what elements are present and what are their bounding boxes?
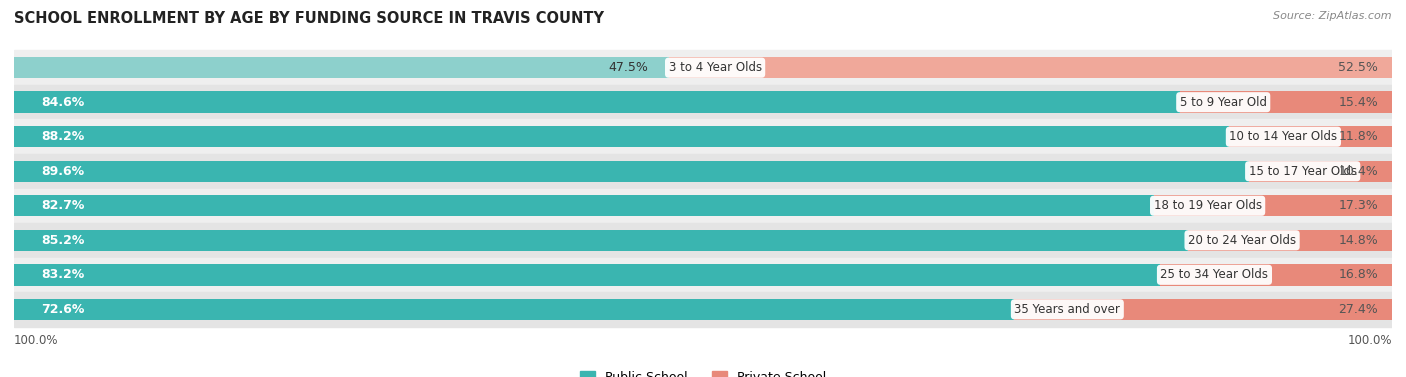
Bar [1188,230,1392,251]
Text: 14.8%: 14.8% [1339,234,1378,247]
Text: 15.4%: 15.4% [1339,96,1378,109]
Text: 72.6%: 72.6% [42,303,84,316]
Bar [14,92,1180,113]
Bar [1180,92,1392,113]
Text: 11.8%: 11.8% [1339,130,1378,143]
Text: 15 to 17 Year Olds: 15 to 17 Year Olds [1249,165,1357,178]
Text: 17.3%: 17.3% [1339,199,1378,212]
Text: 100.0%: 100.0% [1347,334,1392,347]
Bar [14,85,1392,120]
Text: 5 to 9 Year Old: 5 to 9 Year Old [1180,96,1267,109]
Text: 83.2%: 83.2% [42,268,84,281]
Bar [14,161,1249,182]
Bar [1014,299,1392,320]
Text: 16.8%: 16.8% [1339,268,1378,281]
Text: Source: ZipAtlas.com: Source: ZipAtlas.com [1274,11,1392,21]
Text: 88.2%: 88.2% [42,130,84,143]
Bar [14,188,1392,223]
Text: 35 Years and over: 35 Years and over [1014,303,1121,316]
Bar [14,51,1392,85]
Text: SCHOOL ENROLLMENT BY AGE BY FUNDING SOURCE IN TRAVIS COUNTY: SCHOOL ENROLLMENT BY AGE BY FUNDING SOUR… [14,11,605,26]
Text: 85.2%: 85.2% [42,234,84,247]
Text: 84.6%: 84.6% [42,96,84,109]
Bar [14,299,1014,320]
Bar [14,195,1153,216]
Bar [14,126,1229,147]
Text: 25 to 34 Year Olds: 25 to 34 Year Olds [1160,268,1268,281]
Bar [14,57,669,78]
Bar [14,120,1392,154]
Bar [1160,264,1392,285]
Text: 18 to 19 Year Olds: 18 to 19 Year Olds [1153,199,1261,212]
Bar [14,292,1392,326]
Bar [14,223,1392,257]
Legend: Public School, Private School: Public School, Private School [575,366,831,377]
Text: 100.0%: 100.0% [14,334,59,347]
Text: 82.7%: 82.7% [42,199,84,212]
Bar [1229,126,1392,147]
Text: 10 to 14 Year Olds: 10 to 14 Year Olds [1229,130,1337,143]
Text: 10.4%: 10.4% [1339,165,1378,178]
Bar [14,264,1160,285]
Bar [14,154,1392,188]
Text: 52.5%: 52.5% [1339,61,1378,74]
Text: 27.4%: 27.4% [1339,303,1378,316]
Text: 20 to 24 Year Olds: 20 to 24 Year Olds [1188,234,1296,247]
Bar [669,57,1392,78]
Bar [1153,195,1392,216]
Bar [1249,161,1392,182]
Text: 89.6%: 89.6% [42,165,84,178]
Text: 3 to 4 Year Olds: 3 to 4 Year Olds [669,61,762,74]
Bar [14,230,1188,251]
Text: 47.5%: 47.5% [607,61,648,74]
Bar [14,257,1392,292]
